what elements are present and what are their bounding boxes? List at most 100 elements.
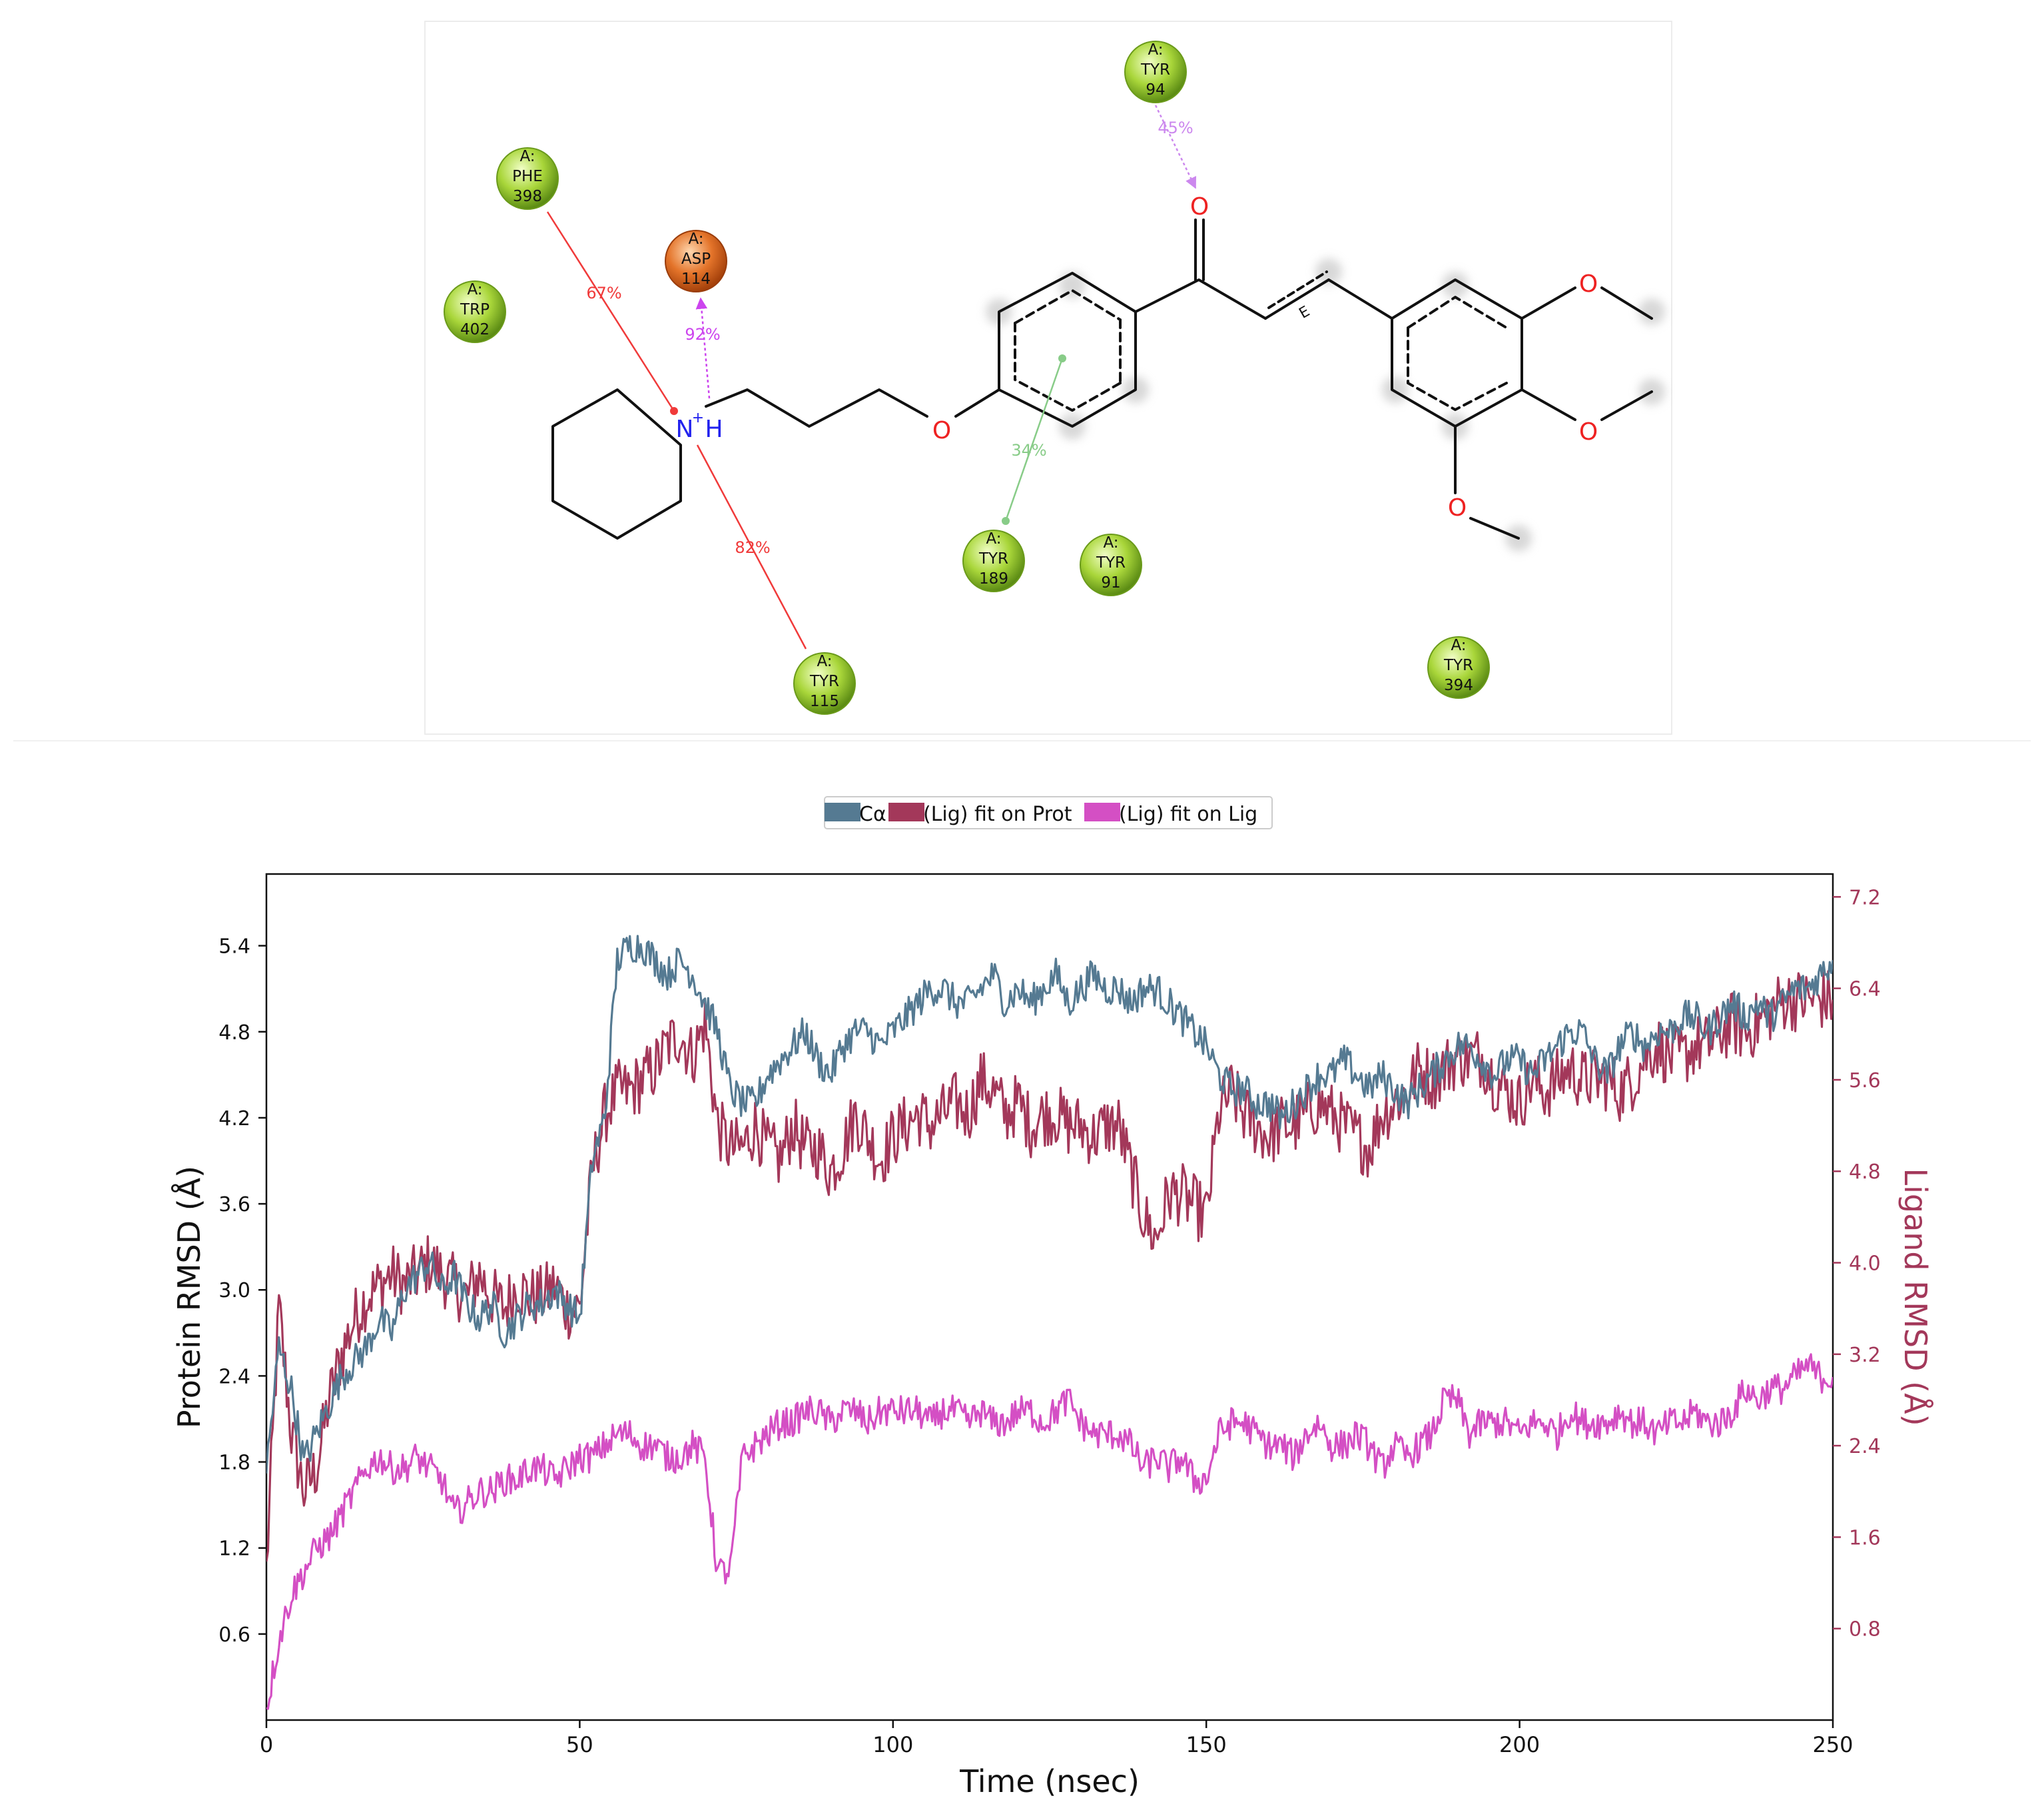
residue-bubble bbox=[1124, 41, 1187, 103]
series-line-0 bbox=[266, 935, 1833, 1474]
residue-bubble bbox=[962, 530, 1025, 592]
residue-label-line: 115 bbox=[810, 693, 839, 710]
residue-bubble bbox=[1427, 636, 1490, 699]
residue-label-line: TYR bbox=[1140, 61, 1170, 79]
atom-labels: N + H O O O O O E bbox=[676, 193, 1598, 522]
nitrogen-label: N bbox=[676, 416, 694, 443]
carbonyl-oxygen-label: O bbox=[1190, 193, 1209, 221]
series-line-2 bbox=[266, 1353, 1833, 1710]
label-tyr115-pct: 82% bbox=[735, 538, 770, 557]
x-tick-label: 0 bbox=[260, 1732, 273, 1757]
residue-bubbles: A:TYR94A:PHE398A:ASP114A:TRP402A:TYR189A… bbox=[444, 41, 1490, 715]
rmsd-chart: Cα (Lig) fit on Prot (Lig) fit on Lig 0 5… bbox=[171, 796, 1933, 1799]
interaction-labels: 45% 67% 92% 82% 34% bbox=[586, 119, 1193, 557]
y-right-tick-label: 7.2 bbox=[1849, 886, 1881, 909]
y-left-tick-label: 2.4 bbox=[218, 1365, 250, 1388]
y-right-tick-label: 3.2 bbox=[1849, 1344, 1881, 1367]
y-axis-left-label: Protein RMSD (Å) bbox=[171, 1166, 207, 1428]
ligand-bonds bbox=[551, 219, 1653, 540]
residue-label-line: 394 bbox=[1444, 677, 1473, 694]
residue-label-line: 189 bbox=[979, 570, 1008, 588]
residue-tyr-91: A: TYR 91 bbox=[1080, 534, 1142, 596]
series-group bbox=[266, 935, 1833, 1710]
residue-bubble bbox=[793, 652, 856, 715]
legend: Cα (Lig) fit on Prot (Lig) fit on Lig bbox=[824, 796, 1273, 829]
label-tyr189-pct: 34% bbox=[1011, 441, 1046, 460]
label-phe398-pct: 67% bbox=[586, 284, 621, 302]
residue-label-line: A: bbox=[688, 230, 703, 248]
nitrogen-charge: + bbox=[692, 410, 704, 426]
residue-label-line: TYR bbox=[978, 550, 1008, 568]
methoxy-oxygen-label-2: O bbox=[1579, 418, 1598, 446]
residue-label-line: 402 bbox=[460, 321, 490, 338]
residue-label-line: TYR bbox=[1443, 657, 1473, 674]
pi-cation-phe398 bbox=[546, 211, 675, 412]
residue-trp-402: A: TRP 402 bbox=[444, 280, 506, 343]
y-left-tick-label: 4.2 bbox=[218, 1107, 250, 1130]
pi-pi-point-ring bbox=[1058, 354, 1066, 362]
x-tick-label: 200 bbox=[1499, 1732, 1540, 1757]
ligand-interaction-diagram: 45% 67% 92% 82% 34% N + H O O O O O E A:… bbox=[13, 21, 2031, 741]
residue-label-line: 398 bbox=[513, 188, 542, 205]
residue-label-line: 91 bbox=[1101, 574, 1120, 592]
y-left-tick-label: 4.8 bbox=[218, 1021, 250, 1045]
residue-bubble bbox=[496, 147, 559, 210]
residue-label-line: A: bbox=[817, 653, 832, 670]
legend-swatch-lig-prot bbox=[888, 803, 924, 821]
y-right-tick-label: 4.8 bbox=[1849, 1160, 1881, 1184]
residue-bubble bbox=[444, 280, 506, 343]
legend-label-lig-prot: (Lig) fit on Prot bbox=[923, 803, 1072, 826]
residue-label-line: A: bbox=[1148, 41, 1163, 59]
x-tick-label: 250 bbox=[1812, 1732, 1853, 1757]
residue-asp-114: A: ASP 114 bbox=[665, 230, 727, 292]
residue-label-line: TRP bbox=[460, 301, 490, 318]
residue-label-line: 114 bbox=[681, 270, 711, 288]
label-asp114-pct: 92% bbox=[685, 325, 720, 344]
residue-label-line: A: bbox=[1451, 637, 1466, 654]
pi-pi-tyr189 bbox=[1004, 358, 1064, 522]
salt-bridge-asp114 bbox=[695, 297, 711, 399]
x-axis: 0 50 100 150 200 250 bbox=[260, 1720, 1854, 1757]
x-tick-label: 150 bbox=[1186, 1732, 1227, 1757]
y-left-tick-label: 0.6 bbox=[218, 1623, 250, 1647]
y-right-tick-label: 2.4 bbox=[1849, 1435, 1881, 1458]
y-right-tick-label: 1.6 bbox=[1849, 1526, 1881, 1550]
residue-tyr-394: A: TYR 394 bbox=[1427, 636, 1490, 699]
legend-label-ca: Cα bbox=[859, 803, 886, 826]
hbond-tyr94 bbox=[1154, 105, 1197, 189]
y-left-tick-label: 1.8 bbox=[218, 1452, 250, 1475]
methoxy-oxygen-label-3: O bbox=[1448, 494, 1467, 522]
y-left-tick-label: 5.4 bbox=[218, 935, 250, 959]
residue-label-line: ASP bbox=[681, 250, 711, 268]
residue-label-line: PHE bbox=[512, 168, 543, 185]
cation-point bbox=[670, 407, 678, 415]
residue-label-line: 94 bbox=[1146, 81, 1165, 99]
x-tick-label: 100 bbox=[872, 1732, 913, 1757]
residue-tyr-189: A: TYR 189 bbox=[962, 530, 1025, 592]
pi-cation-tyr115 bbox=[696, 444, 807, 650]
residue-bubble bbox=[1080, 534, 1142, 596]
legend-swatch-lig-lig bbox=[1084, 803, 1120, 821]
residue-label-line: A: bbox=[1103, 534, 1118, 552]
residue-phe-398: A: PHE 398 bbox=[496, 147, 559, 210]
y-axis-left: 0.6 1.2 1.8 2.4 3.0 3.6 4.2 4.8 5.4 bbox=[218, 935, 266, 1647]
y-left-tick-label: 1.2 bbox=[218, 1538, 250, 1561]
methoxy-oxygen-label-1: O bbox=[1579, 270, 1598, 298]
x-axis-label: Time (nsec) bbox=[959, 1763, 1140, 1799]
y-right-tick-label: 0.8 bbox=[1849, 1618, 1881, 1641]
residue-bubble bbox=[665, 230, 727, 292]
nitrogen-hydrogen: H bbox=[705, 416, 723, 443]
residue-label-line: A: bbox=[519, 148, 535, 165]
y-axis-right: 0.8 1.6 2.4 3.2 4.0 4.8 5.6 6.4 7.2 bbox=[1833, 886, 1881, 1641]
y-right-tick-label: 6.4 bbox=[1849, 978, 1881, 1001]
y-right-tick-label: 4.0 bbox=[1849, 1252, 1881, 1276]
y-left-tick-label: 3.0 bbox=[218, 1279, 250, 1302]
y-axis-right-label: Ligand RMSD (Å) bbox=[1897, 1168, 1933, 1426]
label-tyr94-pct: 45% bbox=[1158, 119, 1193, 137]
ether-oxygen-label: O bbox=[932, 417, 951, 444]
residue-tyr-94: A: TYR 94 bbox=[1124, 41, 1187, 103]
pi-pi-point-residue bbox=[1002, 517, 1010, 525]
diagram-frame bbox=[424, 21, 1672, 735]
residue-label-line: A: bbox=[986, 530, 1001, 548]
